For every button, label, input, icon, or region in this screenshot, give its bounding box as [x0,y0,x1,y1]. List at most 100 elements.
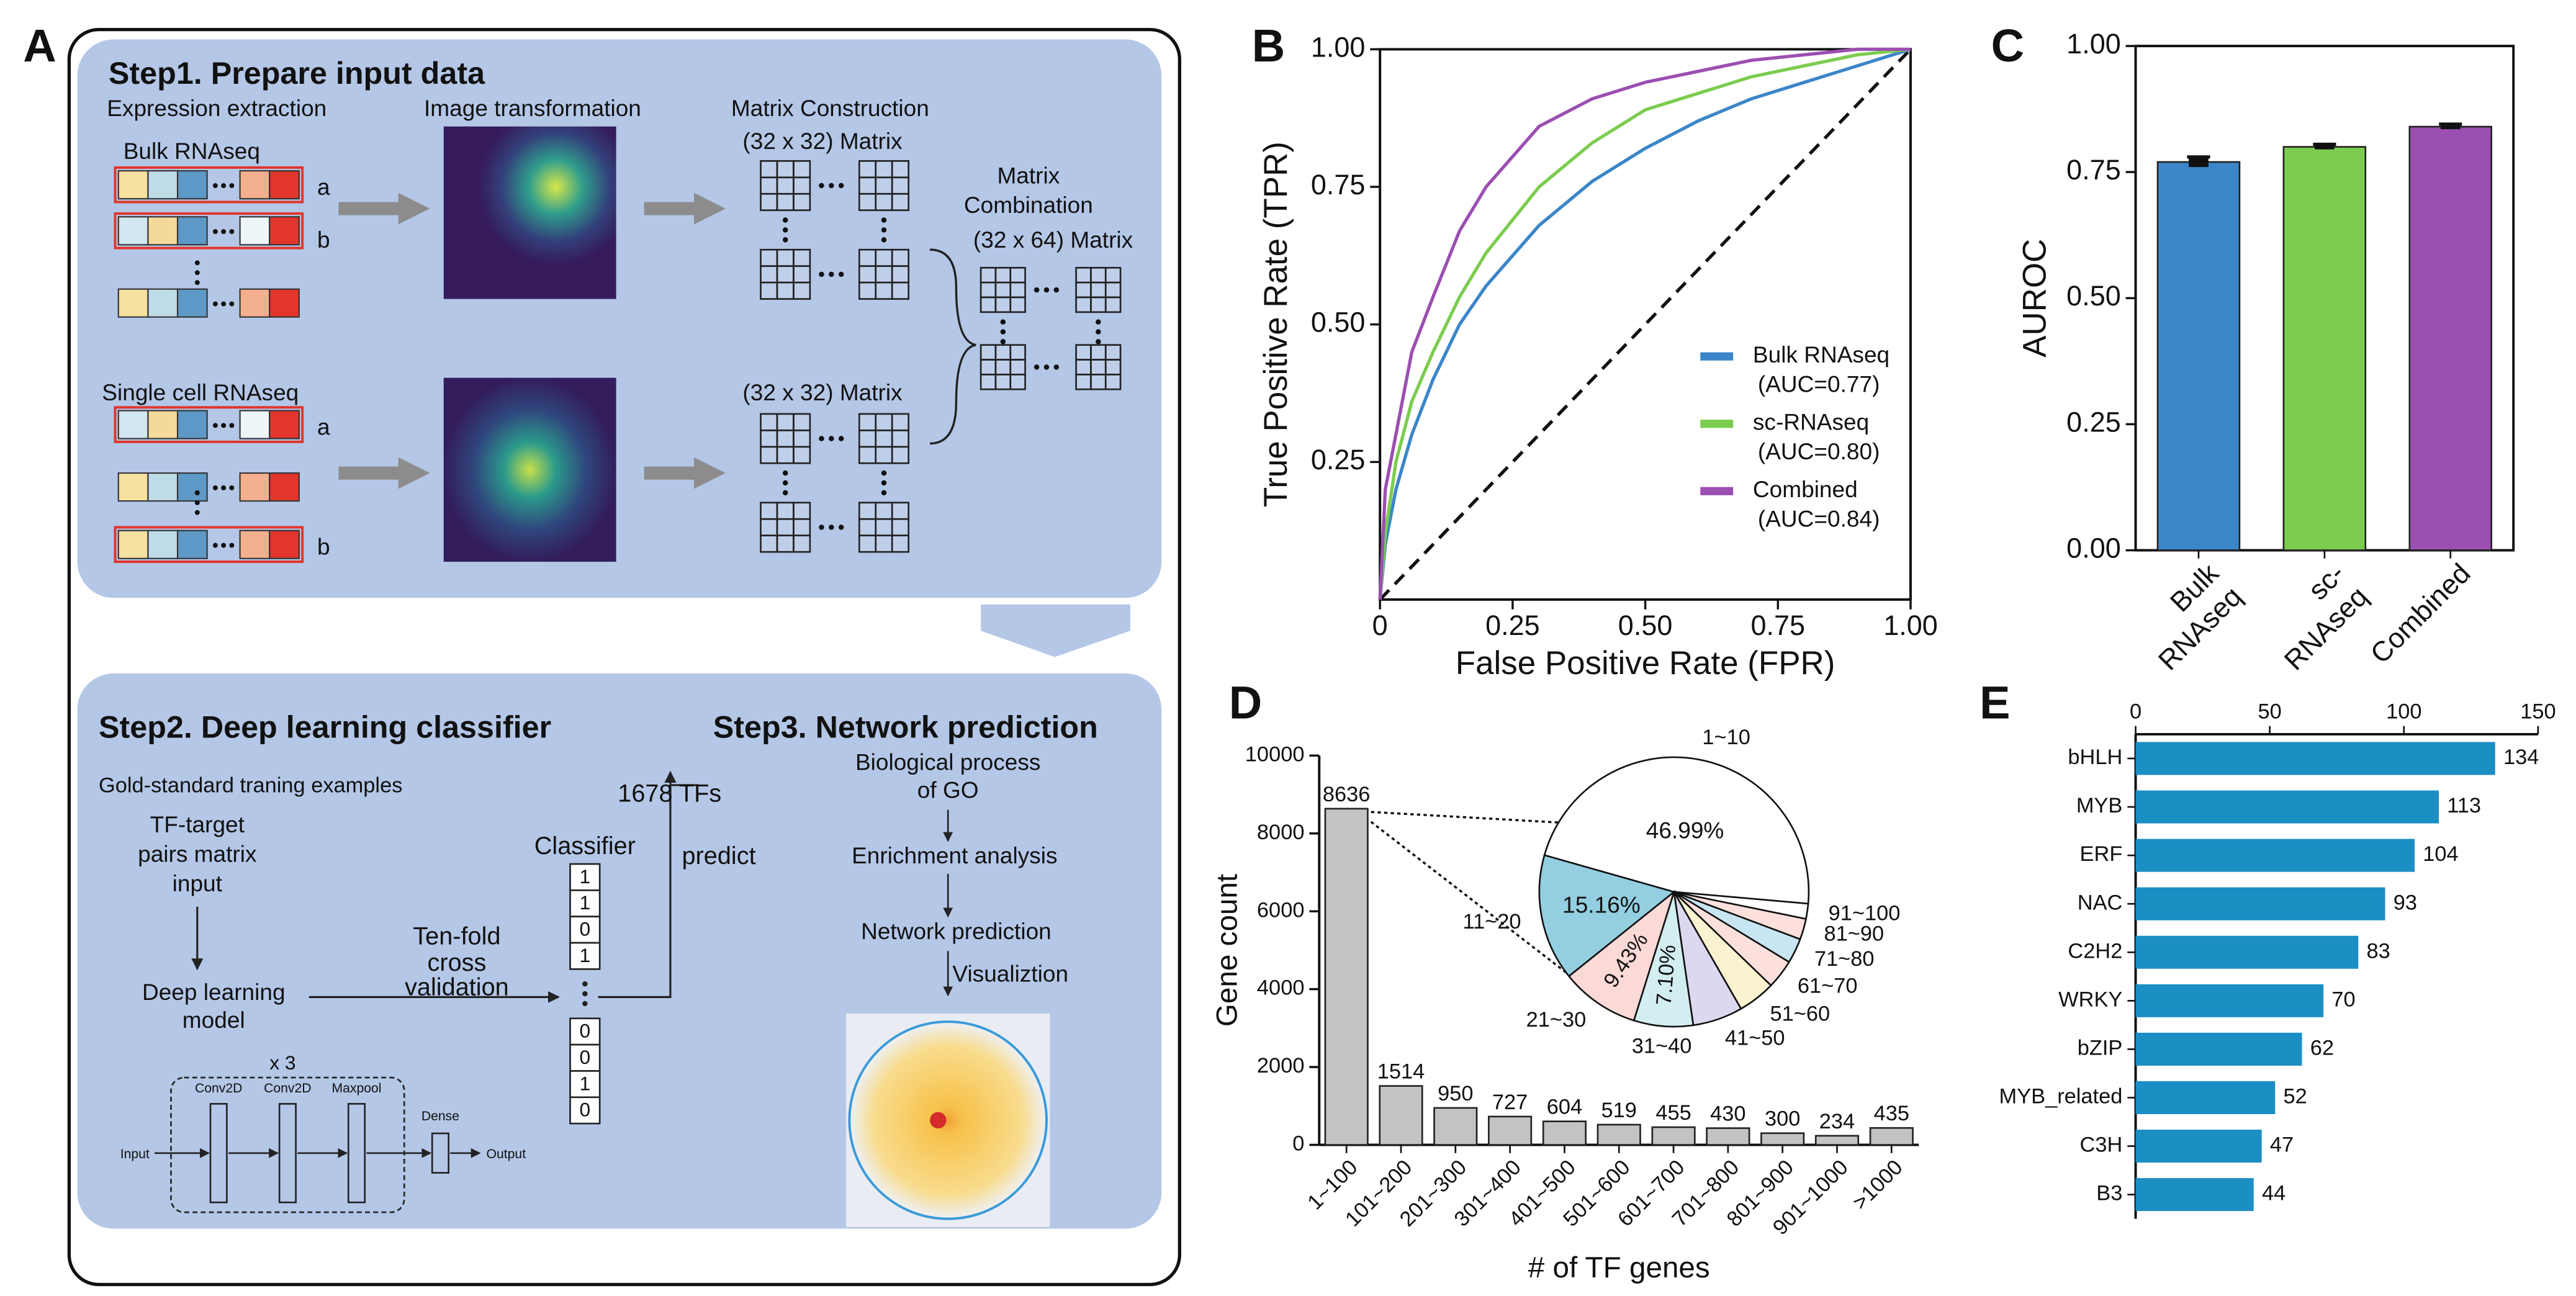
matrix-cell [875,192,893,212]
bar [2408,125,2493,551]
expression-cell [269,472,300,502]
ellipsis-dot [782,490,788,496]
row-highlight [114,166,304,204]
matrix-cell [1090,374,1107,390]
diagram-text: Combination [964,192,1093,218]
ellipsis-dot [1000,329,1006,335]
diagram-text: Network prediction [861,918,1052,944]
ellipsis-dot [221,229,227,235]
roc-line [1378,47,1911,600]
matrix-cell [760,176,778,195]
matrix-cell [875,413,893,431]
matrix-cell [994,344,1012,361]
matrix-cell [858,534,877,553]
ellipsis-dot [582,991,588,997]
pie-category-label: 81~90 [1824,922,1885,946]
y-axis-title: Gene count [1210,874,1243,1027]
diagram-text: Conv2D [195,1081,242,1096]
matrix-cell [1009,359,1026,376]
matrix-cell [875,160,893,179]
layer [278,1103,297,1204]
matrix-cell [994,374,1012,390]
matrix-cell [858,502,877,520]
network-image [848,1020,1048,1220]
ellipsis-dot [819,182,824,189]
x-tick-label: 150 [2520,700,2556,724]
panel-label: D [1229,677,1263,729]
matrix-cell [1075,281,1092,299]
y-tick-label: MYB_related [1999,1085,2123,1109]
x-tick-label: 100 [2386,700,2421,724]
y-tick-label: MYB [2076,794,2123,817]
classifier-cell [569,1070,601,1099]
matrix-cell [875,281,893,300]
classifier-cell [569,942,601,970]
ellipsis-dot [881,227,887,233]
diagram-text: model [182,1007,245,1033]
diagram-text: (32 x 32) Matrix [742,379,903,405]
y-axis-title: AUROC [2017,239,2053,358]
ellipsis-dot [881,490,887,496]
pie-category-label: 11~20 [1462,910,1521,934]
x-tick-label: 0 [1372,610,1388,641]
matrix-cell [858,192,877,212]
matrix-cell [858,413,877,431]
legend-label: Bulk RNAseq [1753,341,1889,367]
legend-label: (AUC=0.84) [1758,506,1880,532]
ellipsis-dot [838,524,844,530]
ellipsis-dot [782,480,788,486]
pie-slice [1538,854,1676,978]
matrix-cell [891,281,910,300]
matrix-cell [1090,296,1107,313]
matrix-cell [875,518,893,537]
pie-category-label: 21~30 [1526,1008,1587,1032]
y-tick-label: WRKY [2058,988,2122,1011]
matrix-cell [1009,267,1026,284]
matrix-cell [776,160,795,179]
error-box [2189,156,2209,168]
expression-cell [269,529,300,559]
matrix-cell [776,192,795,212]
diagram-text: Single cell RNAseq [102,379,299,405]
y-tick-label: 0.75 [1311,169,1366,200]
pie-category-label: 71~80 [1814,947,1875,971]
bar [2156,161,2241,551]
matrix-cell [891,430,910,448]
ellipsis-dot [194,500,200,505]
matrix-cell [858,446,877,464]
data-label: 455 [1655,1101,1691,1125]
arrow [598,784,698,998]
row-highlight [114,406,304,443]
matrix-cell [776,518,795,537]
bar [2135,1129,2262,1163]
y-tick-label: C2H2 [2068,939,2122,963]
data-label: 435 [1874,1102,1909,1125]
bar [1869,1127,1914,1146]
matrix-cell [875,248,893,268]
ellipsis-dot [212,542,218,548]
y-tick-label: 2000 [1257,1054,1305,1078]
y-tick-label: 0.50 [2066,280,2121,312]
diagram-text: Step3. Network prediction [713,709,1098,744]
diagram-text: Ten-fold [413,923,500,950]
ellipsis-dot [221,423,227,428]
pie-category-label: 41~50 [1725,1027,1785,1050]
matrix-cell [776,502,795,520]
bar [2282,146,2367,551]
classifier-cell [569,916,601,944]
expression-cell [176,170,208,200]
x-axis-title: # of TF genes [1528,1251,1710,1284]
matrix-cell [760,446,778,464]
expression-cell [117,529,149,559]
data-label: 604 [1547,1096,1582,1119]
diagram-text: Conv2D [264,1081,311,1096]
connector [1371,811,1559,824]
diagram-text: Expression extraction [107,95,327,121]
ellipsis-dot [212,183,218,189]
x-tick-label: 50 [2258,700,2282,724]
matrix-cell [1104,359,1122,376]
bar [1379,1085,1423,1146]
data-label: 52 [2284,1085,2307,1109]
expression-cell [269,170,300,200]
matrix-cell [1090,281,1107,299]
